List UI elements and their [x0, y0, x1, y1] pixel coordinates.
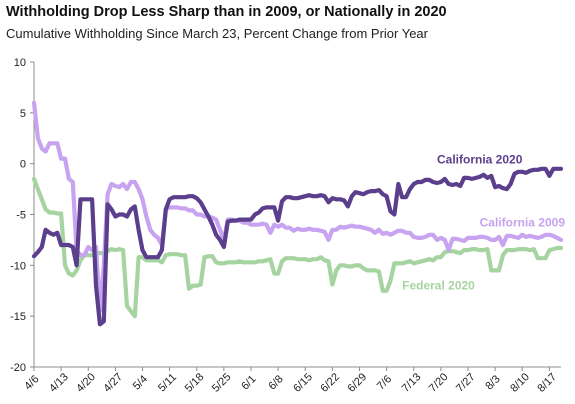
- x-tick-label: 7/6: [375, 373, 394, 392]
- x-tick-label: 6/29: [346, 371, 370, 395]
- x-tick-label: 5/4: [131, 373, 150, 392]
- chart-subtitle: Cumulative Withholding Since March 23, P…: [6, 26, 428, 41]
- x-tick-label: 5/18: [183, 371, 207, 395]
- y-tick-label: -20: [10, 362, 26, 374]
- x-tick-label: 4/27: [101, 371, 125, 395]
- series-line-federal-2020: [31, 176, 564, 319]
- x-tick-label: 6/22: [318, 371, 342, 395]
- y-tick-label: -5: [16, 210, 26, 222]
- x-tick-label: 6/1: [239, 373, 258, 392]
- x-tick-label: 8/10: [508, 371, 532, 395]
- y-tick-label: 10: [14, 57, 26, 69]
- x-tick-label: 4/6: [22, 373, 41, 392]
- x-tick-label: 7/20: [427, 371, 451, 395]
- series-line-california-2009: [31, 100, 564, 314]
- x-tick-label: 6/8: [266, 373, 285, 392]
- x-tick-label: 4/13: [47, 371, 71, 395]
- series-label-federal-2020: Federal 2020: [402, 279, 475, 293]
- series-label-california-2020: California 2020: [437, 153, 523, 167]
- y-tick-label: 0: [20, 159, 26, 171]
- x-tick-label: 7/13: [400, 371, 424, 395]
- chart-title: Withholding Drop Less Sharp than in 2009…: [6, 4, 447, 20]
- x-tick-label: 8/3: [483, 373, 502, 392]
- y-tick-label: 5: [20, 108, 26, 120]
- y-tick-label: -10: [10, 260, 26, 272]
- x-tick-label: 5/25: [210, 371, 234, 395]
- x-tick-label: 8/17: [535, 371, 559, 395]
- x-tick-label: 7/27: [454, 371, 478, 395]
- x-tick-label: 6/15: [291, 371, 315, 395]
- x-tick-label: 5/11: [156, 371, 179, 394]
- series-label-california-2009: California 2009: [480, 216, 566, 230]
- x-tick-label: 4/20: [74, 371, 98, 395]
- series-line-california-2020: [31, 166, 564, 327]
- y-tick-label: -15: [10, 311, 26, 323]
